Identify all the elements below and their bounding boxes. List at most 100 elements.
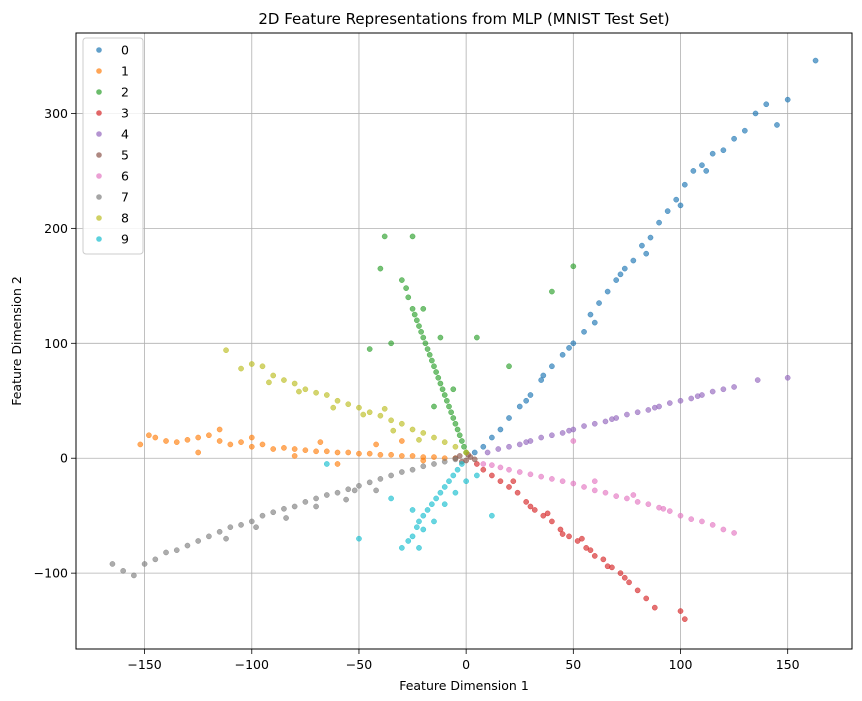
data-point [420,430,427,436]
data-point [238,365,244,372]
data-point [109,561,116,567]
data-point [754,377,761,383]
data-point [409,466,416,473]
data-point [334,397,341,404]
data-point [452,443,459,450]
data-point [574,538,581,544]
data-point [549,476,555,482]
data-point [566,533,572,540]
data-point [709,522,716,528]
data-point [416,518,422,525]
data-point [360,411,367,418]
y-axis-label: Feature Dimension 2 [9,276,24,406]
data-point [544,510,551,517]
data-point [291,453,298,459]
data-point [510,478,517,485]
data-point [422,340,429,347]
data-point [377,265,384,272]
data-point [281,505,287,512]
data-point [431,403,437,410]
data-point [626,579,632,586]
data-point [731,135,737,142]
points-layer [109,57,819,622]
data-point [152,434,159,441]
data-point [459,438,465,444]
data-point [420,463,427,470]
data-point [690,168,697,174]
data-point [259,512,266,519]
data-point [694,393,701,400]
data-point [223,347,229,354]
data-point [441,458,448,465]
data-point [651,604,658,611]
data-point [538,434,545,441]
data-point [688,516,695,522]
data-point [323,392,330,398]
data-point [441,439,448,445]
data-point [411,311,418,318]
data-point [489,434,495,441]
data-point [302,499,309,505]
legend-marker [96,194,102,200]
data-point [557,526,564,533]
data-point [330,404,337,411]
data-point [373,487,379,494]
data-point [173,547,180,554]
data-point [390,427,397,434]
legend-marker [96,47,102,53]
data-point [621,265,628,272]
legend-label: 7 [121,190,129,205]
y-tick-label: −100 [34,566,68,581]
data-point [223,535,229,542]
data-point [688,395,695,402]
data-point [195,538,202,544]
data-point [356,450,362,457]
data-point [602,489,609,496]
legend-label: 2 [121,85,129,100]
data-point [720,147,727,154]
data-point [313,389,319,396]
data-point [152,556,159,563]
legend-label: 9 [121,232,129,247]
legend-label: 6 [121,169,129,184]
data-point [266,379,272,386]
data-point [604,563,611,570]
x-tick-label: −100 [235,657,269,672]
data-point [409,453,416,459]
data-point [409,233,416,240]
x-axis-label: Feature Dimension 1 [399,678,529,693]
data-point [195,449,202,456]
data-point [343,496,349,503]
legend-marker [96,215,102,221]
x-tick-label: −50 [346,657,372,672]
data-point [506,484,512,490]
data-point [248,443,255,450]
data-point [523,499,530,505]
data-point [216,438,223,444]
data-point [323,448,330,455]
x-tick-label: 50 [565,657,581,672]
data-point [420,305,427,312]
data-point [651,404,658,411]
data-point [699,162,705,169]
data-point [444,397,450,404]
data-point [437,380,444,387]
plot-frame [75,32,853,650]
data-point [639,242,645,249]
data-point [645,501,652,508]
legend-label: 0 [121,43,129,58]
legend-label: 8 [121,211,129,226]
data-point [216,528,223,535]
data-point [377,412,384,419]
data-point [731,384,737,390]
data-point [323,492,330,498]
data-point [450,386,457,393]
data-point [270,509,277,516]
data-point [591,487,598,494]
data-point [253,524,259,531]
data-point [416,545,422,551]
data-point [398,469,405,475]
data-point [677,202,684,209]
data-point [413,317,420,324]
data-point [602,418,609,425]
